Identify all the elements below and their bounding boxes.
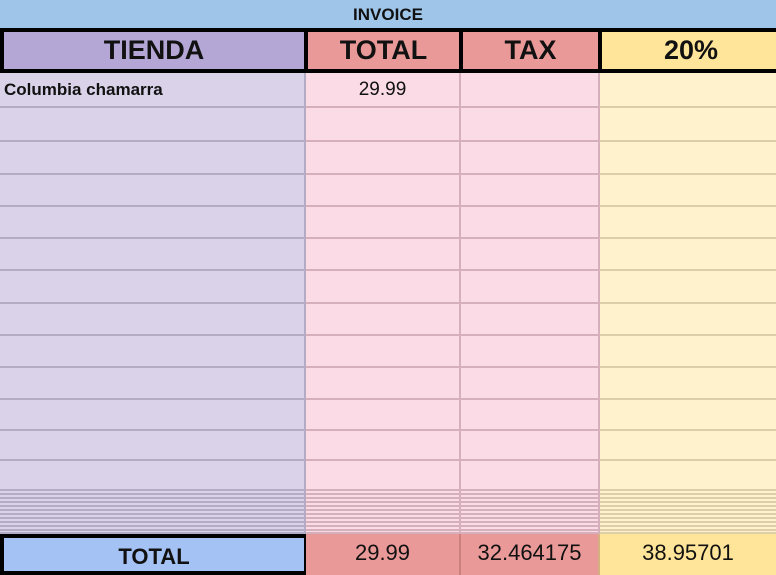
cell-total[interactable]	[306, 368, 461, 400]
cell-tienda[interactable]	[0, 239, 306, 271]
cell-tax[interactable]	[461, 336, 600, 368]
cell-tienda[interactable]	[0, 304, 306, 336]
total-label[interactable]: TOTAL	[0, 534, 308, 575]
cell-pct[interactable]	[600, 304, 776, 336]
table-row	[0, 461, 776, 491]
cell-pct[interactable]	[600, 142, 776, 175]
cell-tienda[interactable]	[0, 431, 306, 461]
table-row	[0, 239, 776, 271]
table-row	[0, 207, 776, 239]
cell-tax[interactable]	[461, 73, 600, 108]
total-sum[interactable]: 29.99	[306, 534, 461, 575]
cell-total[interactable]	[306, 207, 461, 239]
cell-tienda[interactable]	[0, 271, 306, 304]
table-row	[0, 175, 776, 207]
cell-tienda[interactable]: Columbia chamarra	[0, 73, 306, 108]
cell-tax[interactable]	[461, 207, 600, 239]
invoice-title[interactable]: INVOICE	[0, 0, 776, 29]
cell-tienda[interactable]	[0, 461, 306, 491]
cell-tax[interactable]	[461, 304, 600, 336]
cell-total[interactable]	[306, 304, 461, 336]
cell-total[interactable]	[306, 142, 461, 175]
cell-total[interactable]	[306, 239, 461, 271]
cell-pct[interactable]	[600, 207, 776, 239]
cell-tienda[interactable]	[0, 207, 306, 239]
cell-tax[interactable]	[461, 142, 600, 175]
hidden-rows[interactable]	[0, 491, 776, 534]
cell-total[interactable]	[306, 175, 461, 207]
cell-total[interactable]	[306, 431, 461, 461]
table-row	[0, 108, 776, 142]
cell-tax[interactable]	[461, 271, 600, 304]
cell-tax[interactable]	[461, 239, 600, 271]
cell-tienda[interactable]	[0, 142, 306, 175]
cell-total[interactable]: 29.99	[306, 73, 461, 108]
cell-pct[interactable]	[600, 108, 776, 142]
header-tax[interactable]: TAX	[459, 28, 602, 73]
cell-pct[interactable]	[600, 239, 776, 271]
cell-tienda[interactable]	[0, 108, 306, 142]
cell-total[interactable]	[306, 271, 461, 304]
cell-tienda[interactable]	[0, 400, 306, 431]
cell-tax[interactable]	[461, 175, 600, 207]
cell-tax[interactable]	[461, 461, 600, 491]
cell-tax[interactable]	[461, 431, 600, 461]
cell-tax[interactable]	[461, 368, 600, 400]
cell-pct[interactable]	[600, 461, 776, 491]
table-row	[0, 142, 776, 175]
cell[interactable]	[0, 491, 306, 534]
table-row	[0, 431, 776, 461]
header-tienda[interactable]: TIENDA	[0, 28, 308, 73]
cell-pct[interactable]	[600, 431, 776, 461]
cell[interactable]	[461, 491, 600, 534]
cell[interactable]	[306, 491, 461, 534]
header-pct[interactable]: 20%	[598, 28, 776, 73]
table-row	[0, 304, 776, 336]
table-row	[0, 400, 776, 431]
cell-tienda[interactable]	[0, 368, 306, 400]
cell-tienda[interactable]	[0, 175, 306, 207]
pct-sum[interactable]: 38.95701	[600, 534, 776, 575]
cell-pct[interactable]	[600, 368, 776, 400]
cell-total[interactable]	[306, 461, 461, 491]
cell-pct[interactable]	[600, 400, 776, 431]
header-total[interactable]: TOTAL	[304, 28, 463, 73]
tax-sum[interactable]: 32.464175	[461, 534, 600, 575]
cell-tax[interactable]	[461, 108, 600, 142]
table-row: Columbia chamarra 29.99	[0, 73, 776, 108]
table-row	[0, 336, 776, 368]
cell[interactable]	[600, 491, 776, 534]
cell-tienda[interactable]	[0, 336, 306, 368]
cell-pct[interactable]	[600, 336, 776, 368]
cell-pct[interactable]	[600, 175, 776, 207]
table-row	[0, 271, 776, 304]
cell-tax[interactable]	[461, 400, 600, 431]
cell-total[interactable]	[306, 400, 461, 431]
cell-total[interactable]	[306, 108, 461, 142]
cell-pct[interactable]	[600, 73, 776, 108]
table-row	[0, 368, 776, 400]
cell-pct[interactable]	[600, 271, 776, 304]
cell-total[interactable]	[306, 336, 461, 368]
